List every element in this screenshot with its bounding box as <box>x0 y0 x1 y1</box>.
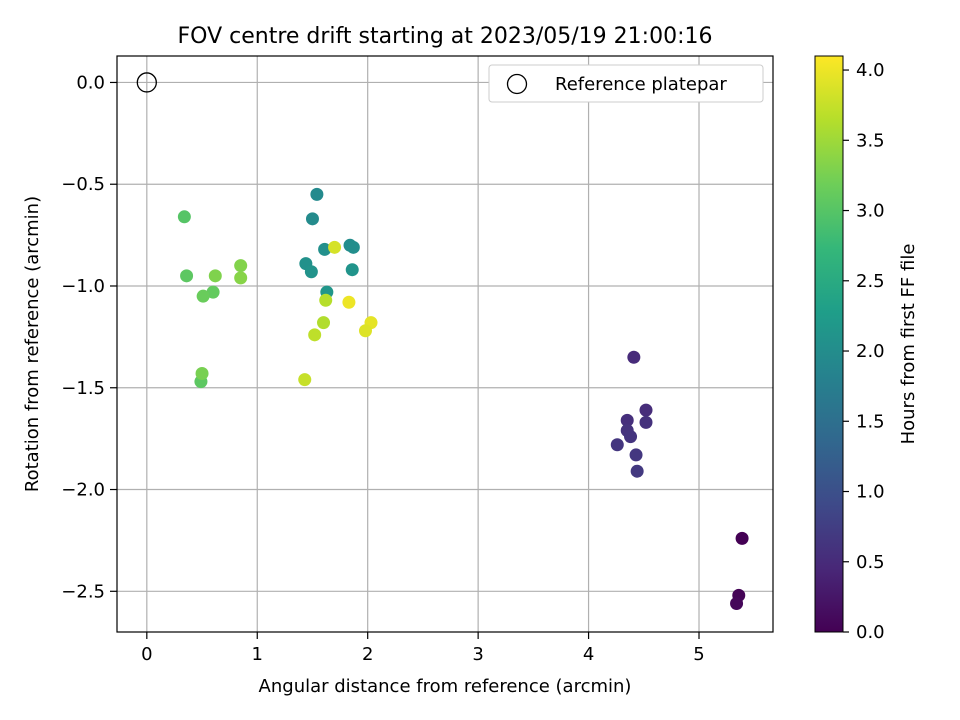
colorbar-tick-label: 3.5 <box>856 130 885 151</box>
legend-box <box>488 64 764 103</box>
colorbar-tick-label: 3.0 <box>856 201 885 222</box>
y-axis-label: Rotation from reference (arcmin) <box>22 196 43 492</box>
data-point <box>629 448 643 462</box>
x-axis-ticks: 0 1 2 3 4 5 <box>141 632 705 665</box>
data-point <box>298 373 312 387</box>
data-point <box>735 531 749 545</box>
data-point <box>624 430 638 444</box>
data-point <box>346 240 360 254</box>
data-point <box>234 271 248 285</box>
data-point <box>208 269 222 283</box>
data-point <box>620 413 634 427</box>
x-axis-label: Angular distance from reference (arcmin) <box>259 676 632 697</box>
data-point <box>639 415 653 429</box>
data-point <box>196 289 210 303</box>
data-point <box>358 324 372 338</box>
colorbar-tick-label: 1.0 <box>856 482 885 503</box>
y-tick-label: −2.5 <box>61 581 105 602</box>
y-tick-label: −1.5 <box>61 378 105 399</box>
colorbar-tick-label: 4.0 <box>856 60 885 81</box>
data-points <box>136 72 749 611</box>
x-tick-label: 1 <box>252 644 263 665</box>
colorbar-tick-label: 1.5 <box>856 411 885 432</box>
y-tick-label: −1.0 <box>61 276 105 297</box>
y-tick-label: 0.0 <box>76 72 105 93</box>
data-point <box>305 212 319 226</box>
colorbar-tick-label: 0.5 <box>856 552 885 573</box>
y-tick-label: −2.0 <box>61 480 105 501</box>
colorbar <box>814 55 844 633</box>
data-point <box>627 350 641 364</box>
plot-frame <box>116 55 774 633</box>
legend-marker-reference <box>506 73 528 95</box>
data-point <box>310 187 324 201</box>
x-tick-label: 5 <box>693 644 704 665</box>
chart-title: FOV centre drift starting at 2023/05/19 … <box>178 24 713 49</box>
data-point <box>610 438 624 452</box>
data-point <box>317 316 331 330</box>
reference-platepar-marker <box>136 72 157 93</box>
x-tick-label: 0 <box>141 644 152 665</box>
colorbar-tick-label: 2.0 <box>856 341 885 362</box>
colorbar-ticks: 0.0 0.5 1.0 1.5 2.0 2.5 3.0 3.5 4.0 <box>843 60 885 643</box>
legend-entry-reference: Reference platepar <box>555 74 727 95</box>
data-point <box>206 285 220 299</box>
data-point <box>730 597 744 611</box>
data-point <box>180 269 194 283</box>
data-point <box>308 328 322 342</box>
data-point <box>345 263 359 277</box>
data-point <box>318 242 332 256</box>
x-tick-label: 2 <box>362 644 373 665</box>
data-point <box>195 367 209 381</box>
y-axis-ticks: 0.0 −0.5 −1.0 −1.5 −2.0 −2.5 <box>61 72 117 602</box>
colorbar-label: Hours from first FF file <box>898 244 919 445</box>
data-point <box>177 210 191 224</box>
x-tick-label: 4 <box>583 644 594 665</box>
data-point <box>342 295 356 309</box>
data-point <box>234 259 248 273</box>
x-tick-label: 3 <box>472 644 483 665</box>
data-point <box>630 464 644 478</box>
data-point <box>319 293 333 307</box>
data-point <box>639 403 653 417</box>
data-point <box>304 265 318 279</box>
y-tick-label: −0.5 <box>61 174 105 195</box>
colorbar-tick-label: 2.5 <box>856 271 885 292</box>
colorbar-tick-label: 0.0 <box>856 622 885 643</box>
data-point <box>328 240 342 254</box>
legend: Reference platepar <box>488 64 764 103</box>
grid-lines <box>117 56 773 632</box>
